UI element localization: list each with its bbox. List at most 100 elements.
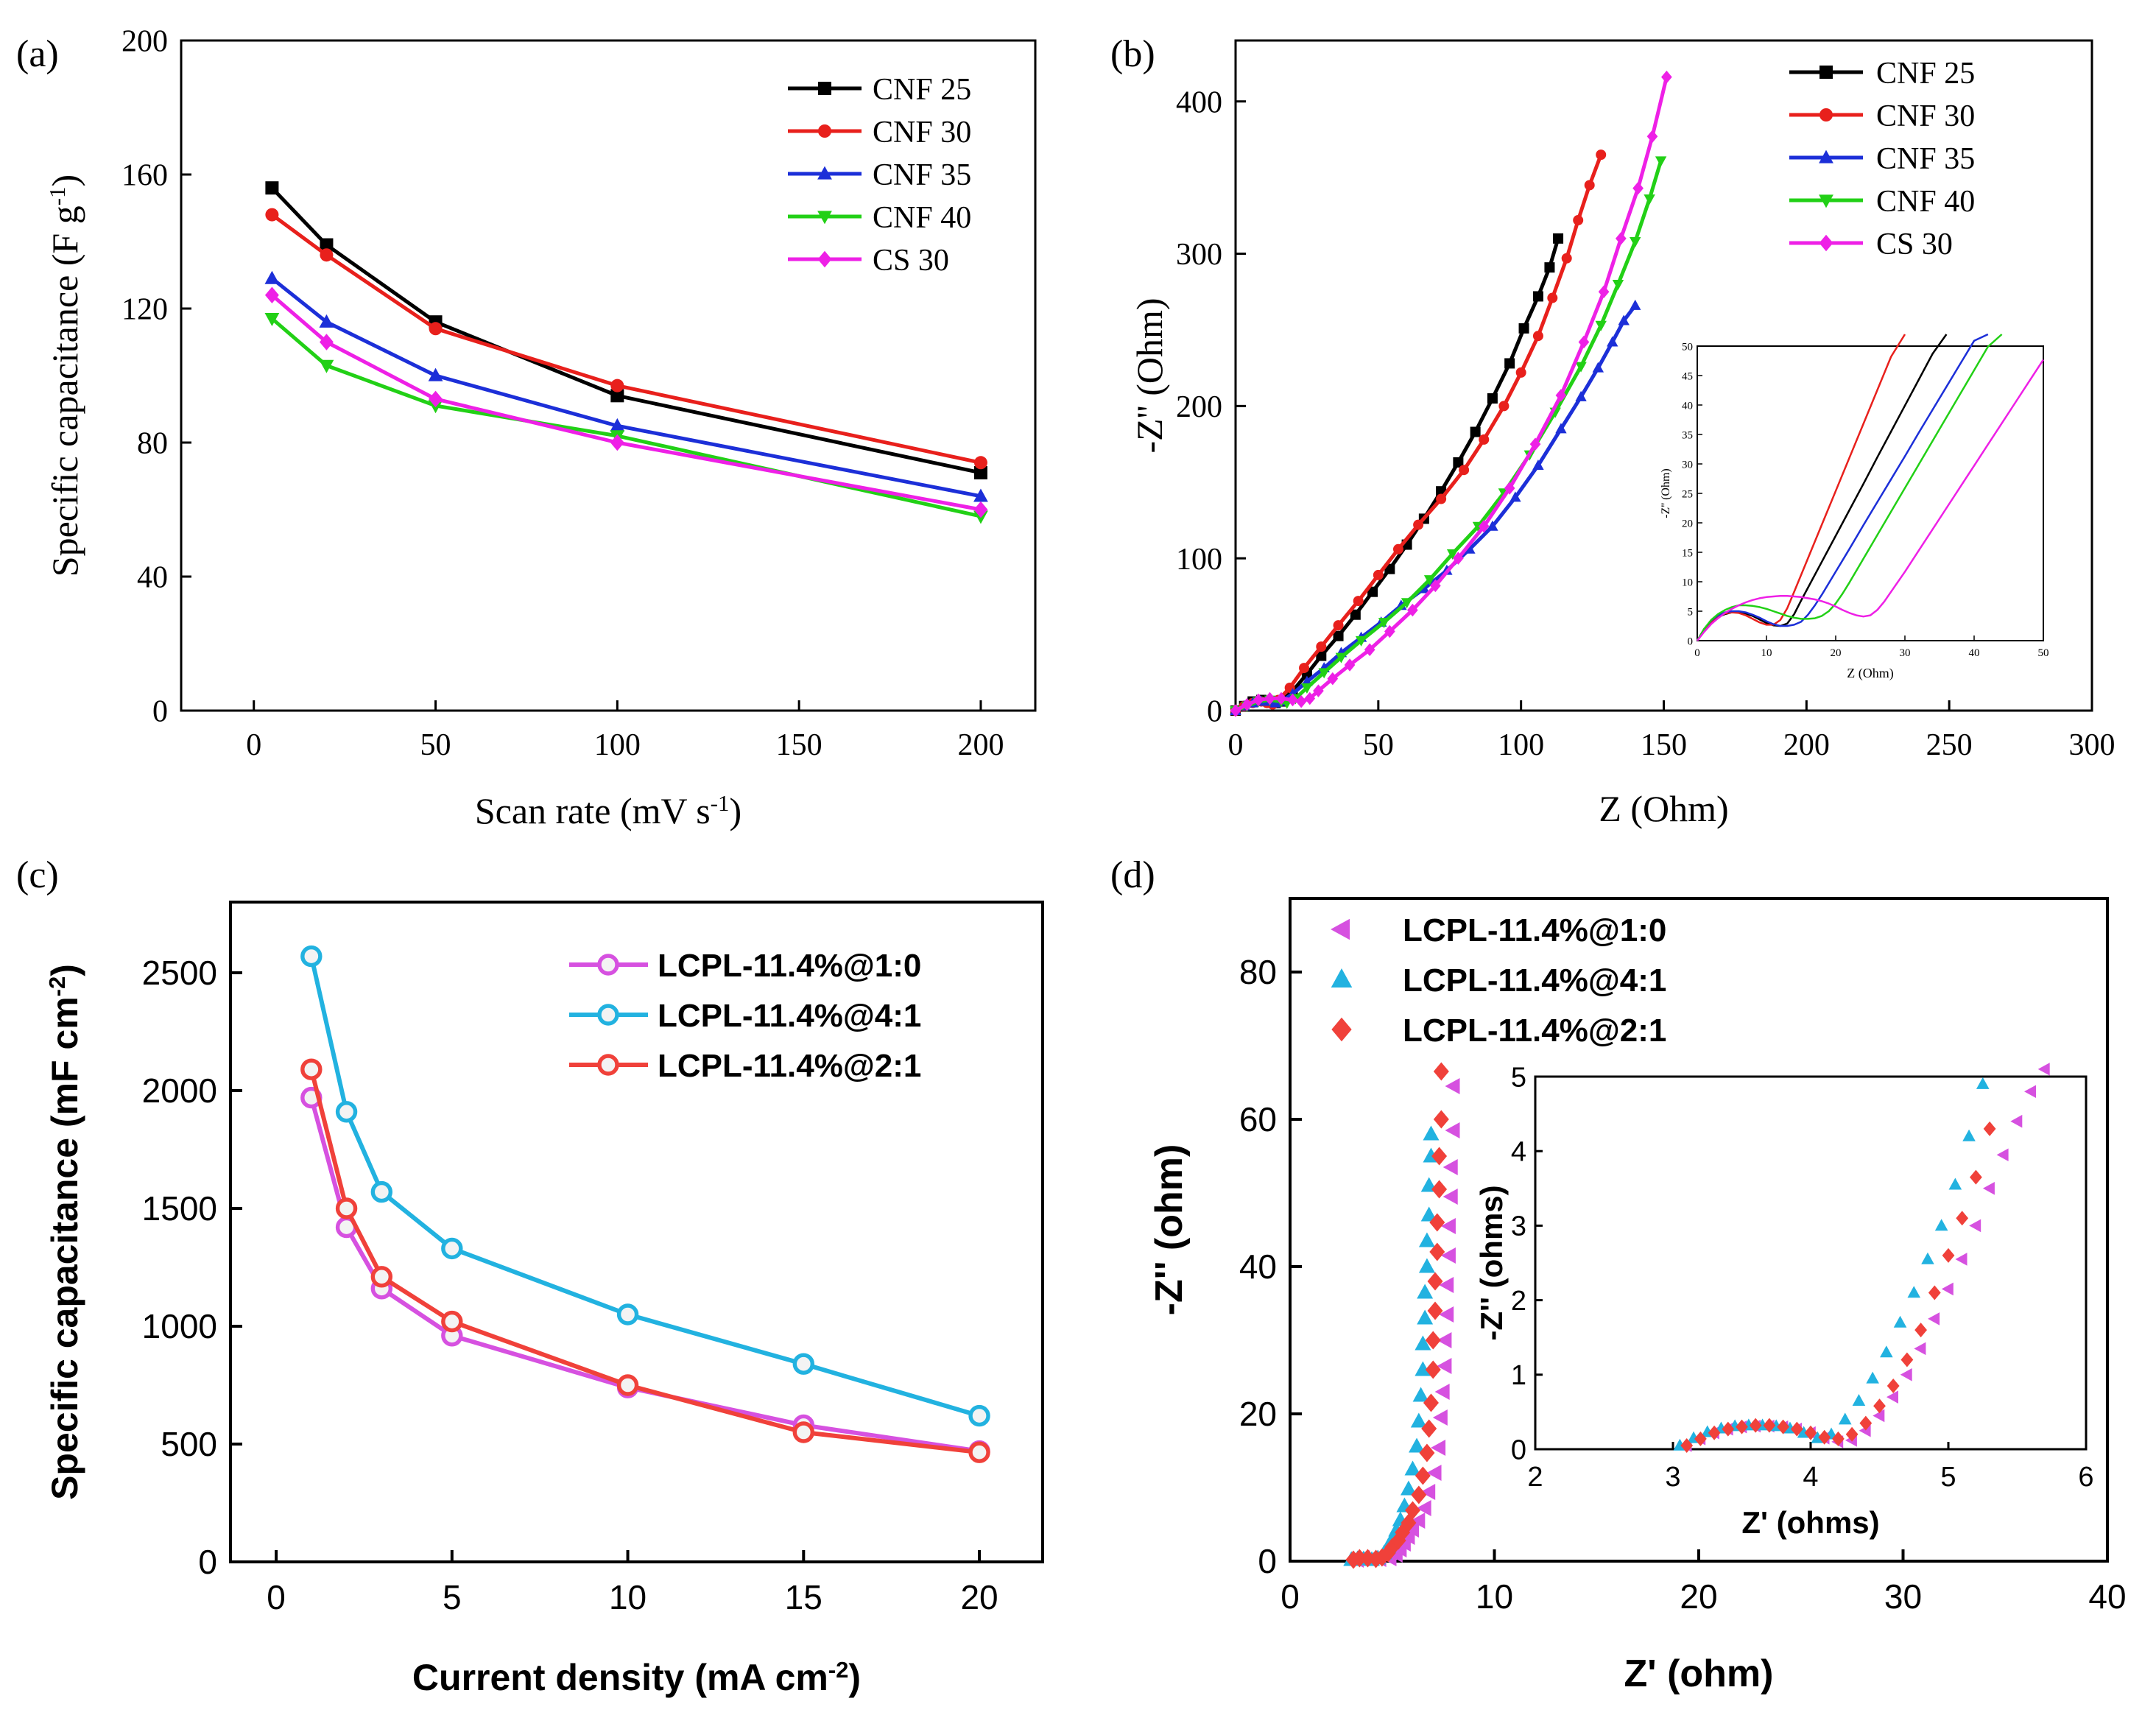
plot-frame [229,901,1044,1563]
data-point [1596,149,1607,161]
x-tick-label: 3 [1665,1462,1680,1493]
data-point [1411,1485,1427,1504]
x-axis-label: Scan rate (mV s-1) [475,790,741,832]
y-tick-label: 100 [1176,543,1222,577]
y-axis-label: -Z'' (ohm) [1148,1144,1191,1316]
x-tick-label: 250 [1926,728,1973,762]
data-point [1333,620,1344,631]
x-tick-label: 100 [594,728,641,762]
y-tick-label: 1000 [142,1307,217,1345]
inset-data-point [1907,1286,1921,1298]
data-point [1479,434,1490,445]
inset-data-point [1962,1129,1976,1141]
data-point [1532,291,1543,302]
legend-marker [597,954,619,976]
data-point [1253,693,1264,707]
data-point [370,1266,393,1288]
panel-label: (d) [1110,854,1155,896]
y-tick-label: 500 [161,1425,217,1463]
data-point [1418,1232,1435,1247]
data-point [1384,624,1395,638]
inset-data-point [1845,1426,1859,1442]
inset-data-point [1838,1412,1852,1425]
data-point [1404,1521,1419,1538]
data-point [1470,426,1481,437]
data-point [610,389,624,403]
data-point [1573,215,1584,226]
inset-data-point [1983,1121,1996,1136]
data-point [1367,586,1378,597]
data-point [1504,358,1515,369]
x-tick-label: 15 [785,1578,822,1616]
inset-data-point [1934,1219,1948,1231]
x-tick-label: 300 [2069,728,2116,762]
y-tick-label: 200 [1176,390,1222,424]
data-point [1423,1125,1440,1141]
data-point [1423,1393,1439,1412]
data-point [973,488,988,502]
data-point [429,322,443,336]
inset-data-point [1763,1418,1776,1433]
inset-data-point [1859,1415,1873,1431]
inset-data-point [1900,1352,1914,1367]
data-point [1547,292,1558,303]
inset-data-point [1928,1285,1941,1300]
inset-y-axis-label: -Z'' (Ohm) [1660,468,1672,518]
data-point [1400,1480,1417,1496]
legend-label: CNF 35 [1876,142,1975,176]
data-point [1618,314,1630,325]
data-point [1431,1147,1448,1166]
legend-marker [1819,234,1833,252]
data-point [1410,1412,1427,1428]
data-point [1313,684,1324,697]
data-point [1420,1206,1437,1222]
inset-background [1535,1077,2086,1449]
data-point [1498,401,1509,412]
data-point [1575,390,1587,401]
data-point [1595,320,1607,331]
data-point [1404,1460,1421,1476]
x-tick-label: 0 [1694,647,1700,659]
data-point [1415,1361,1431,1376]
data-point [1318,668,1330,679]
series-line-4 [1234,77,1669,713]
data-point [1409,1437,1426,1453]
y-tick-label: 2000 [142,1071,217,1110]
inset-x-axis-label: Z' (ohms) [1741,1505,1879,1540]
y-tick-label: 0 [198,1543,217,1581]
inset-data-point [1955,1253,1967,1266]
data-point [319,314,334,328]
y-tick-label: 20 [1682,518,1693,529]
data-point [1445,1122,1460,1138]
data-point [335,1197,358,1219]
data-point [1439,1277,1454,1293]
panel-label: (b) [1110,33,1155,75]
data-point [300,1058,323,1080]
x-tick-label: 5 [1940,1462,1956,1493]
legend-marker [1819,194,1833,208]
data-point [1264,691,1275,705]
x-tick-label: 30 [1884,1577,1922,1616]
data-point [1453,457,1464,468]
data-point [264,270,280,284]
x-tick-label: 4 [1803,1462,1818,1493]
data-point [1335,652,1348,663]
y-axis-label: -Z'' (Ohm) [1129,298,1170,453]
legend-label: CS 30 [1876,228,1953,261]
series-line-4 [1697,359,2045,641]
data-point [1344,658,1356,672]
inset-data-point [1804,1425,1817,1440]
data-point [1333,630,1344,641]
data-point [1316,650,1327,661]
inset-data-point [1996,1148,2009,1162]
data-point [1429,1213,1445,1232]
x-axis-label: Z' (ohm) [1624,1652,1774,1695]
y-tick-label: 1 [1511,1360,1526,1391]
data-point [1415,1335,1431,1351]
inset-b: 0 10 20 30 40 50 0 5 10 15 20 25 30 35 40 45 50 Z (Ohm) -Z… [1660,333,2049,681]
legend-marker [817,211,832,225]
data-point [441,1310,463,1333]
y-tick-label: 10 [1682,577,1693,588]
inset-data-point [1928,1312,1940,1326]
